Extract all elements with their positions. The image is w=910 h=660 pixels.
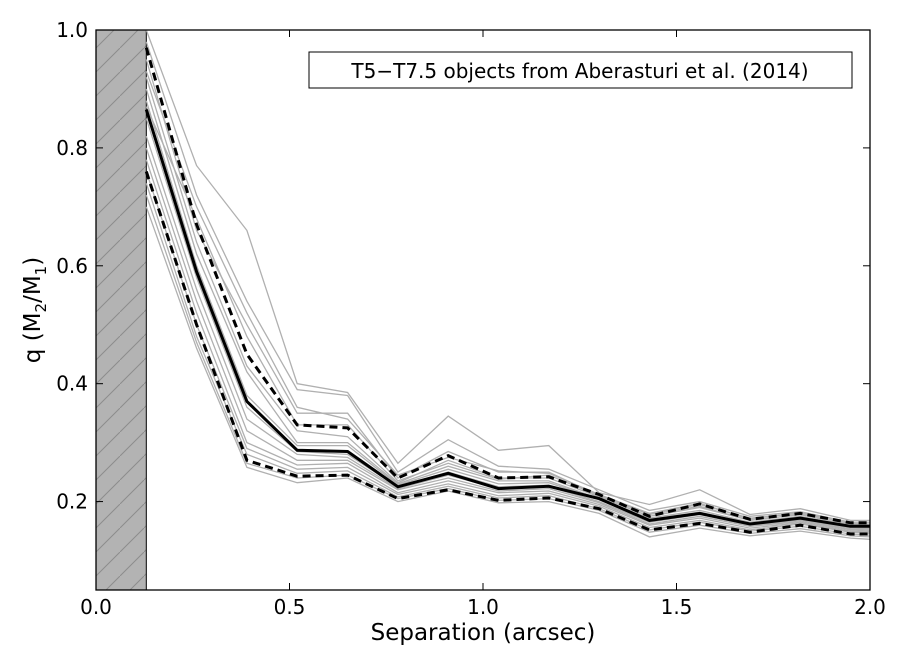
excluded-region-shading [96, 30, 147, 590]
upper-bound-line [144, 47, 870, 525]
y-tick-label: 0.8 [56, 136, 88, 160]
y-tick-label: 0.2 [56, 490, 88, 514]
series-layer [144, 30, 870, 540]
legend-box: T5−T7.5 objects from Aberasturi et al. (… [308, 51, 853, 89]
lower-bound-line [144, 171, 870, 536]
legend-annotation: T5−T7.5 objects from Aberasturi et al. (… [350, 59, 808, 83]
legend-frame [308, 51, 853, 89]
x-axis-title: Separation (arcsec) [371, 620, 596, 646]
individual-line-1 [145, 30, 870, 522]
individual-line-14 [145, 206, 870, 540]
individual-line-3 [145, 59, 870, 525]
individual-line-9 [145, 147, 870, 532]
y-axis-title-mid: /M [20, 275, 46, 303]
individual-line-13 [145, 194, 870, 538]
individual-line-11 [145, 171, 870, 535]
y-tick-label: 1.0 [56, 18, 88, 42]
x-tick-label: 1.0 [467, 595, 499, 619]
y-tick-label: 0.4 [56, 372, 88, 396]
x-tick-label: 2.0 [854, 595, 886, 619]
individual-line-16 [145, 71, 870, 526]
shaded-region-hatch [96, 30, 147, 590]
individual-line-2 [145, 41, 870, 523]
y-axis-title-sub2: 1 [32, 266, 50, 276]
y-axis-title-end: ) [20, 257, 46, 266]
y-axis-title: q (M2/M1) [20, 257, 50, 363]
individual-line-5 [145, 88, 870, 527]
individual-line-10 [145, 159, 870, 533]
y-axis-title-main: q (M [20, 312, 46, 363]
individual-line-12 [145, 183, 870, 536]
y-axis-title-sub1: 2 [32, 303, 50, 313]
x-tick-label: 0.5 [274, 595, 306, 619]
median-line [144, 109, 870, 528]
x-tick-label: 1.5 [661, 595, 693, 619]
plot-frame [95, 29, 871, 591]
axis-ticks: 0.0 0.5 1.0 1.5 2.0 0.2 0.4 0.6 0.8 1.0 [56, 18, 886, 619]
x-tick-label: 0.0 [80, 595, 112, 619]
y-tick-label: 0.6 [56, 254, 88, 278]
